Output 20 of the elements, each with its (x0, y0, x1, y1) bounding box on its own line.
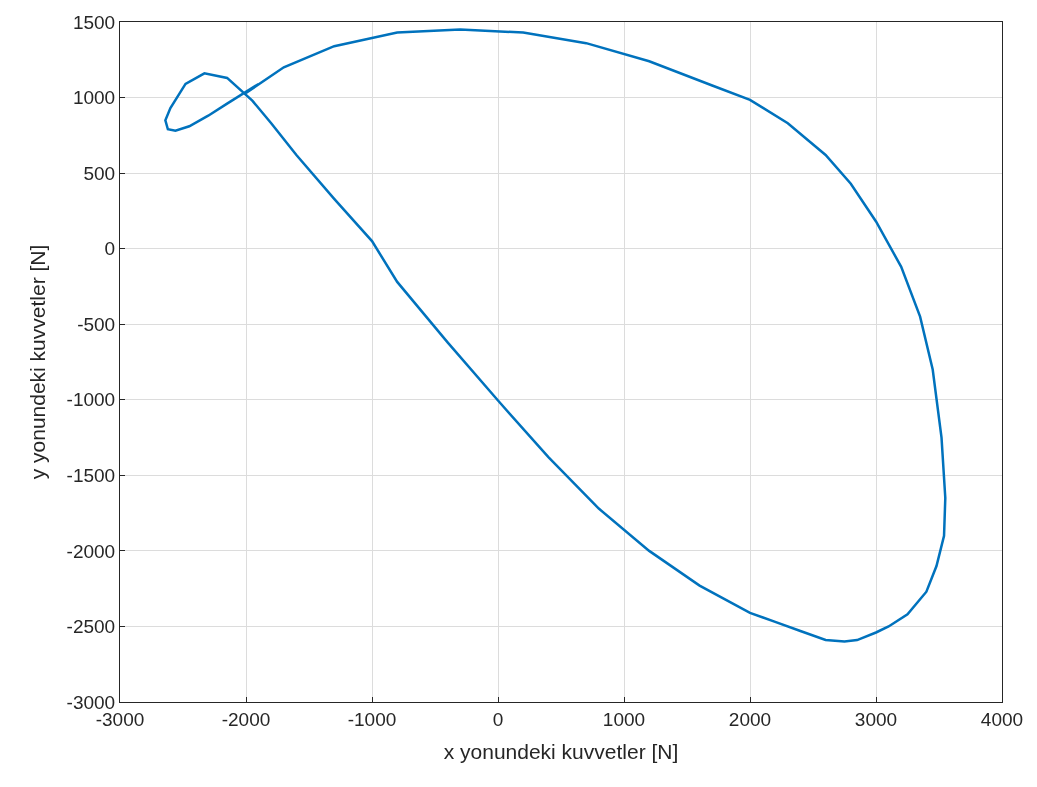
x-tick-label: -1000 (347, 708, 397, 730)
x-tick-label: 0 (492, 708, 504, 730)
y-tick-label: 1500 (72, 11, 116, 33)
y-tick-label: 500 (83, 162, 116, 184)
x-tick-label: 2000 (728, 708, 772, 730)
x-axis-title: x yonundeki kuvvetler [N] (443, 740, 679, 763)
x-tick-label: 4000 (980, 708, 1024, 730)
y-tick-label: 0 (104, 238, 116, 260)
line-series (164, 28, 947, 643)
y-tick-label: -1500 (66, 464, 116, 486)
y-tick-label: -3000 (66, 691, 116, 713)
x-tick-label: 1000 (602, 708, 646, 730)
x-tick-label: 3000 (854, 708, 898, 730)
y-tick-label: -2500 (66, 616, 116, 638)
y-tick-label: 1000 (72, 87, 116, 109)
x-tick-label: -2000 (221, 708, 271, 730)
y-tick-label: -500 (77, 313, 116, 335)
y-tick-label: -1000 (66, 389, 116, 411)
y-axis-title: y yonundeki kuvvetler [N] (25, 244, 49, 480)
y-tick-label: -2000 (66, 540, 116, 562)
